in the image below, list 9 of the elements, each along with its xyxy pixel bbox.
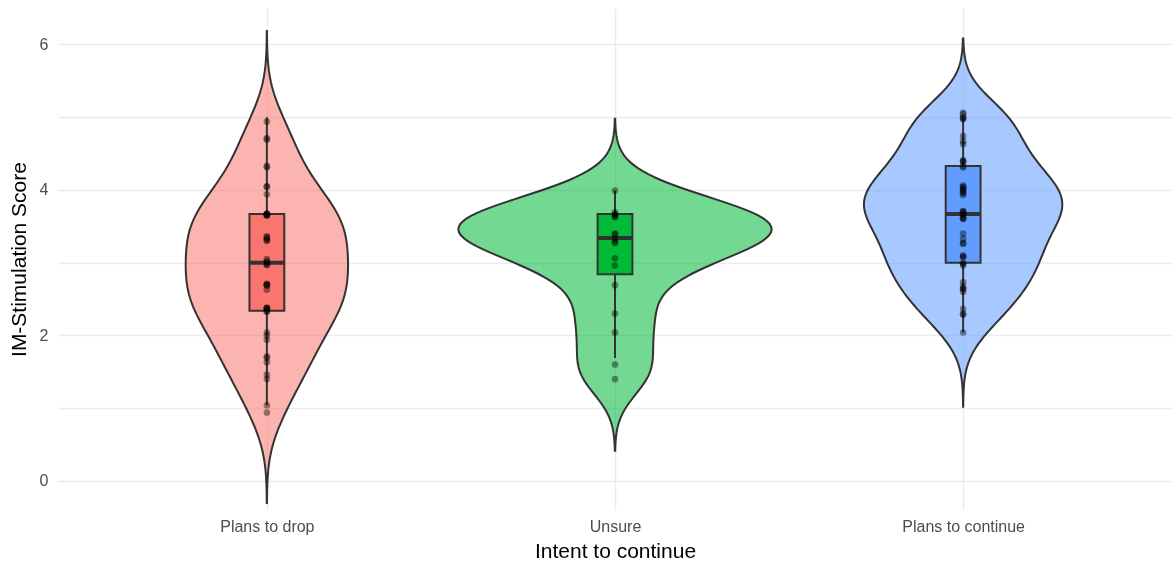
y-tick-label: 4 xyxy=(39,181,49,199)
x-tick-label: Plans to continue xyxy=(902,517,1026,535)
y-tick-label: 0 xyxy=(39,472,49,490)
x-tick-label: Plans to drop xyxy=(220,517,315,535)
y-tick-label: 6 xyxy=(39,35,49,53)
y-axis-title: IM-Stimulation Score xyxy=(6,162,30,357)
x-axis-title: Intent to continue xyxy=(534,538,697,562)
x-tick-label: Unsure xyxy=(589,517,642,535)
y-tick-label: 2 xyxy=(39,326,49,344)
